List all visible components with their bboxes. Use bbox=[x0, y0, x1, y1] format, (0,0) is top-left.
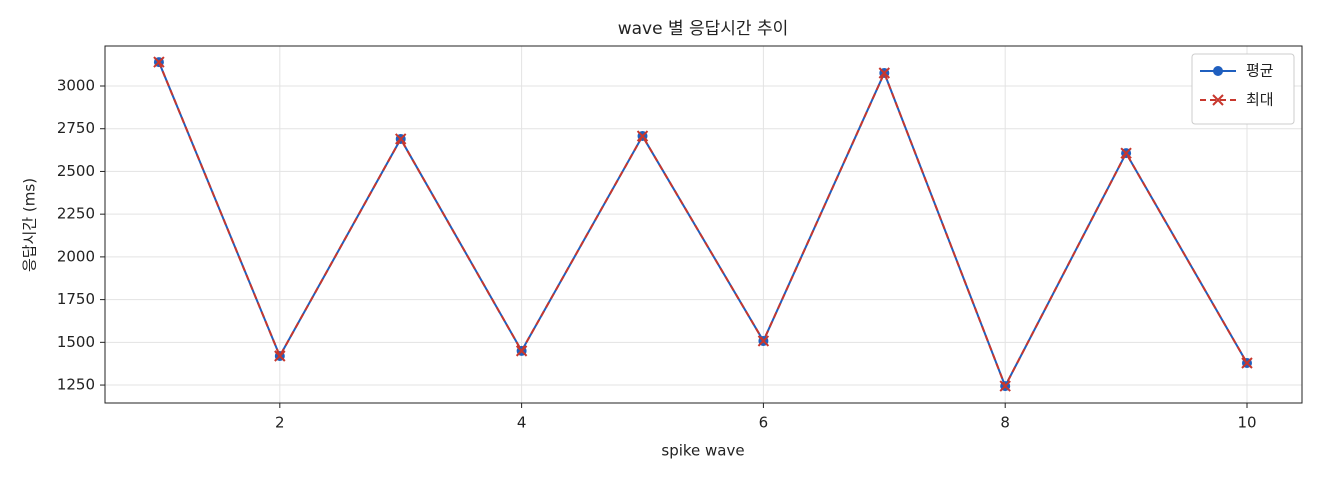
data-point bbox=[515, 345, 528, 357]
marker-shape bbox=[515, 345, 528, 357]
series-line bbox=[157, 61, 1248, 389]
marker-shape bbox=[878, 67, 891, 79]
y-axis-label: 응답시간 (ms) bbox=[21, 178, 39, 272]
data-point bbox=[395, 133, 407, 145]
marker-shape bbox=[1120, 147, 1132, 159]
plot-frame bbox=[104, 45, 1303, 404]
data-point bbox=[999, 380, 1011, 392]
marker-shape bbox=[153, 56, 165, 68]
legend-label: 최대 bbox=[1246, 91, 1274, 109]
y-tick-label: 2750 bbox=[57, 119, 95, 137]
legend-label: 평균 bbox=[1246, 62, 1274, 80]
x-tick-label: 10 bbox=[1237, 414, 1256, 432]
y-tick-label: 2000 bbox=[57, 247, 95, 265]
x-tick-label: 4 bbox=[517, 414, 527, 432]
x-tick-label: 8 bbox=[1000, 414, 1010, 432]
data-point bbox=[636, 130, 649, 142]
y-tick-label: 1750 bbox=[57, 290, 95, 308]
data-point bbox=[274, 350, 286, 362]
data-point bbox=[878, 67, 891, 79]
x-tick-label: 2 bbox=[275, 414, 285, 432]
data-point bbox=[1120, 147, 1132, 159]
y-tick-label: 1250 bbox=[57, 376, 95, 394]
marker-shape bbox=[999, 380, 1011, 392]
data-point bbox=[1241, 357, 1253, 369]
marker-shape bbox=[395, 133, 407, 145]
chart-title: wave 별 응답시간 추이 bbox=[618, 19, 789, 39]
x-tick-label: 6 bbox=[759, 414, 769, 432]
marker-shape bbox=[1212, 94, 1224, 106]
legend-marker bbox=[1213, 66, 1223, 76]
y-tick-label: 1500 bbox=[57, 333, 95, 351]
legend-marker bbox=[1212, 94, 1224, 106]
y-tick-label: 3000 bbox=[57, 76, 95, 94]
data-point bbox=[757, 335, 770, 347]
marker-shape bbox=[757, 335, 770, 347]
legend-box bbox=[1191, 53, 1295, 125]
marker-shape bbox=[274, 350, 286, 362]
series-line bbox=[157, 61, 1248, 389]
data-point bbox=[153, 56, 165, 68]
x-axis-label: spike wave bbox=[661, 442, 744, 460]
y-tick-label: 2500 bbox=[57, 162, 95, 180]
marker-shape bbox=[1241, 357, 1253, 369]
y-tick-label: 2250 bbox=[57, 205, 95, 223]
marker-shape bbox=[636, 130, 649, 142]
